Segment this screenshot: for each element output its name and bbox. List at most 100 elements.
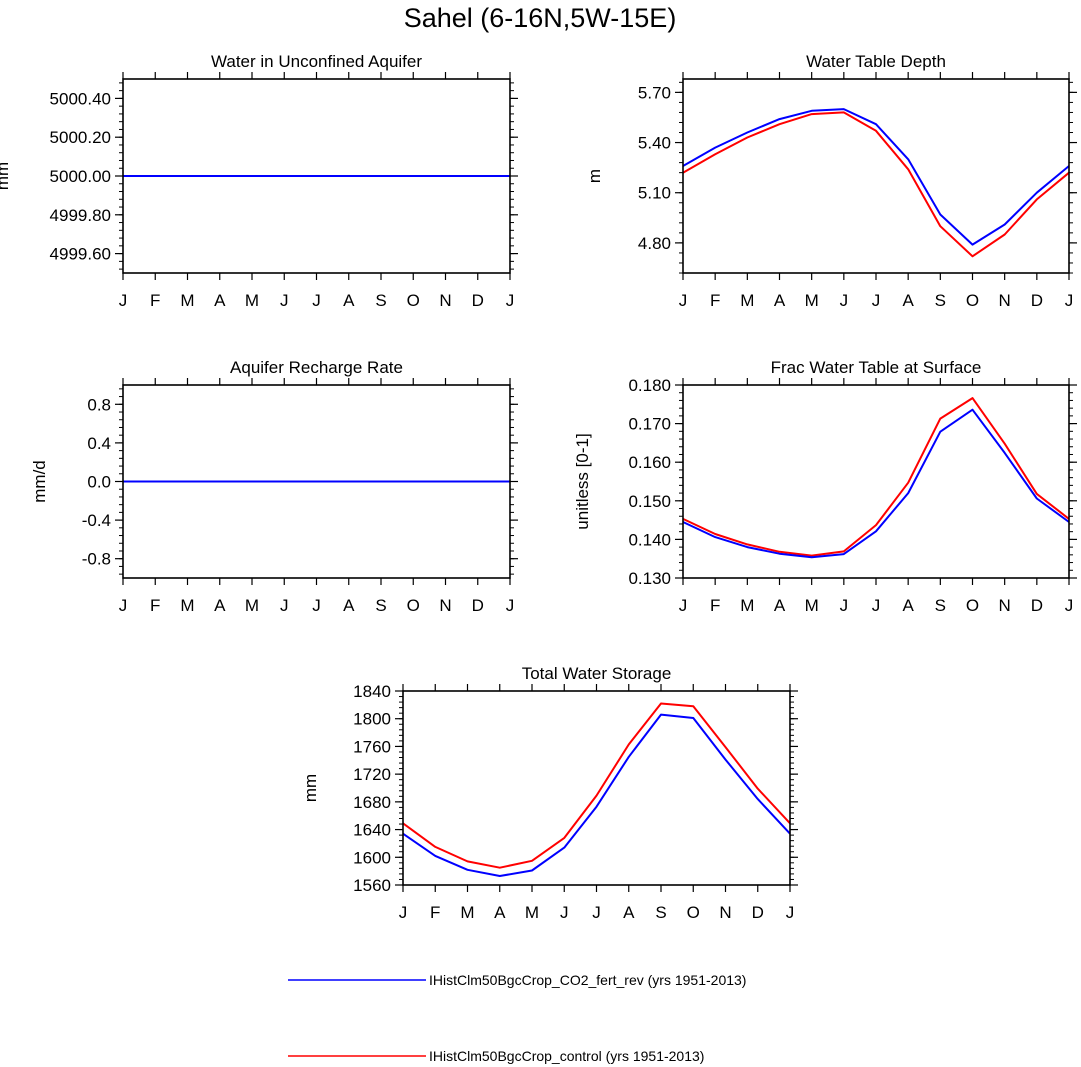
x-tick-label: N xyxy=(999,291,1011,310)
x-tick-label: J xyxy=(1065,596,1074,615)
y-axis-label: unitless [0-1] xyxy=(573,433,592,529)
x-tick-label: O xyxy=(687,903,700,922)
x-tick-label: J xyxy=(786,903,795,922)
y-tick-label: 4.80 xyxy=(638,234,671,253)
x-tick-label: J xyxy=(592,903,601,922)
x-tick-label: A xyxy=(214,596,226,615)
x-tick-label: J xyxy=(399,903,408,922)
x-tick-label: N xyxy=(439,596,451,615)
series-line xyxy=(682,397,1070,557)
x-tick-label: A xyxy=(343,291,355,310)
x-tick-label: J xyxy=(872,291,881,310)
x-tick-label: A xyxy=(494,903,506,922)
x-tick-label: J xyxy=(506,291,515,310)
x-tick-label: A xyxy=(902,291,914,310)
series-line xyxy=(402,713,791,877)
y-axis-label: mm xyxy=(0,162,12,190)
x-tick-label: F xyxy=(710,596,720,615)
x-tick-label: D xyxy=(752,903,764,922)
legend-label-control: IHistClm50BgcCrop_control (yrs 1951-2013… xyxy=(429,1048,704,1064)
y-tick-label: 1760 xyxy=(353,737,391,756)
y-tick-label: 0.8 xyxy=(87,395,111,414)
x-tick-label: N xyxy=(719,903,731,922)
x-tick-label: M xyxy=(180,291,194,310)
x-tick-label: F xyxy=(710,291,720,310)
panel-title: Water Table Depth xyxy=(806,52,946,71)
x-tick-label: M xyxy=(805,291,819,310)
x-tick-label: J xyxy=(280,596,289,615)
legend-entry-co2-fert-rev: IHistClm50BgcCrop_CO2_fert_rev (yrs 1951… xyxy=(288,972,746,988)
panel-title: Aquifer Recharge Rate xyxy=(230,358,403,377)
x-tick-label: A xyxy=(774,596,786,615)
panel-title: Total Water Storage xyxy=(522,664,672,683)
y-tick-label: 1640 xyxy=(353,821,391,840)
y-tick-label: 5000.40 xyxy=(50,89,111,108)
x-tick-label: F xyxy=(150,596,160,615)
x-tick-label: S xyxy=(375,291,386,310)
x-tick-label: D xyxy=(472,596,484,615)
y-tick-label: 4999.60 xyxy=(50,245,111,264)
x-tick-label: F xyxy=(150,291,160,310)
x-tick-label: S xyxy=(935,291,946,310)
y-axis-label: mm/d xyxy=(30,460,49,503)
legend-entry-control: IHistClm50BgcCrop_control (yrs 1951-2013… xyxy=(288,1048,704,1064)
y-tick-label: 5000.20 xyxy=(50,128,111,147)
y-tick-label: 0.170 xyxy=(628,415,671,434)
x-tick-label: S xyxy=(935,596,946,615)
y-axis-label: mm xyxy=(301,774,320,802)
x-tick-label: M xyxy=(740,291,754,310)
y-tick-label: 5.10 xyxy=(638,184,671,203)
legend: IHistClm50BgcCrop_CO2_fert_rev (yrs 1951… xyxy=(288,972,746,1064)
x-tick-label: A xyxy=(214,291,226,310)
x-tick-label: M xyxy=(245,596,259,615)
x-tick-label: M xyxy=(525,903,539,922)
y-tick-label: 1600 xyxy=(353,848,391,867)
plot-frame xyxy=(122,78,511,274)
x-tick-label: D xyxy=(1031,596,1043,615)
y-tick-label: 5000.00 xyxy=(50,167,111,186)
y-tick-label: 1560 xyxy=(353,876,391,895)
y-tick-label: 1720 xyxy=(353,765,391,784)
legend-label-co2-fert-rev: IHistClm50BgcCrop_CO2_fert_rev (yrs 1951… xyxy=(429,972,746,988)
y-tick-label: 0.180 xyxy=(628,376,671,395)
x-tick-label: S xyxy=(375,596,386,615)
x-tick-label: N xyxy=(439,291,451,310)
plot-frame xyxy=(682,384,1070,579)
x-tick-label: M xyxy=(460,903,474,922)
x-tick-label: N xyxy=(999,596,1011,615)
x-tick-label: F xyxy=(430,903,440,922)
x-tick-label: D xyxy=(1031,291,1043,310)
x-tick-label: J xyxy=(1065,291,1074,310)
x-tick-label: M xyxy=(180,596,194,615)
x-tick-label: A xyxy=(902,596,914,615)
x-tick-label: O xyxy=(966,291,979,310)
x-tick-label: A xyxy=(343,596,355,615)
x-tick-label: O xyxy=(407,291,420,310)
panel-title: Water in Unconfined Aquifer xyxy=(211,52,422,71)
y-tick-label: 1680 xyxy=(353,793,391,812)
plot-frame xyxy=(402,690,791,886)
series-line xyxy=(682,408,1070,559)
x-tick-label: J xyxy=(679,596,688,615)
x-tick-label: M xyxy=(805,596,819,615)
plot-frame xyxy=(122,384,511,579)
y-tick-label: 5.40 xyxy=(638,134,671,153)
x-tick-label: D xyxy=(472,291,484,310)
y-tick-label: 0.160 xyxy=(628,453,671,472)
y-tick-label: 0.0 xyxy=(87,473,111,492)
y-tick-label: 0.150 xyxy=(628,492,671,511)
x-tick-label: J xyxy=(560,903,569,922)
panel-title: Frac Water Table at Surface xyxy=(771,358,982,377)
y-axis-label: m xyxy=(585,169,604,183)
x-tick-label: O xyxy=(407,596,420,615)
x-tick-label: J xyxy=(280,291,289,310)
y-tick-label: 1800 xyxy=(353,710,391,729)
plot-frame xyxy=(682,78,1070,274)
y-tick-label: 1840 xyxy=(353,682,391,701)
